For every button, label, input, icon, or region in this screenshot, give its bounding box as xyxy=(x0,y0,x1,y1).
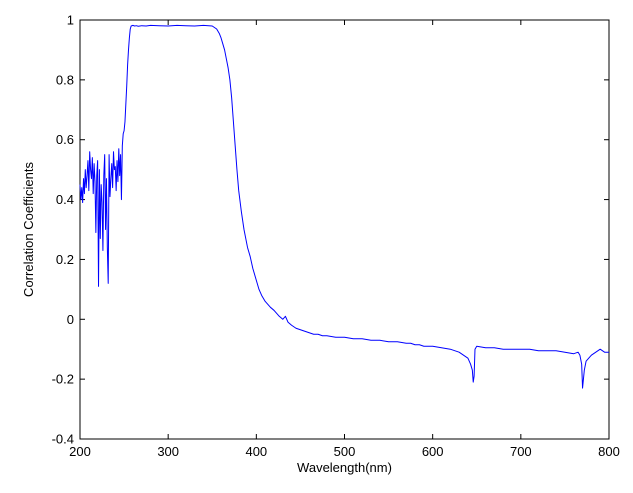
x-tick-label: 300 xyxy=(157,444,179,459)
y-tick-label: 0.2 xyxy=(56,252,74,267)
x-axis-ticks: 200 300 400 500 600 700 800 xyxy=(69,20,620,459)
y-axis-ticks: -0.4 -0.2 0 0.2 0.4 0.6 0.8 1 xyxy=(52,13,609,447)
plot-area xyxy=(79,19,610,440)
series-layer xyxy=(79,24,609,389)
y-axis-label: Correlation Coefficients xyxy=(21,162,36,297)
series-line-0 xyxy=(79,24,609,389)
y-tick-label: 0.8 xyxy=(56,72,74,87)
y-tick-label: 1 xyxy=(67,13,74,28)
x-tick-label: 200 xyxy=(69,444,91,459)
y-tick-label: -0.2 xyxy=(52,372,74,387)
x-axis-label: Wavelength(nm) xyxy=(297,460,392,475)
x-tick-label: 600 xyxy=(422,444,444,459)
y-tick-label: 0 xyxy=(67,312,74,327)
x-tick-label: 700 xyxy=(510,444,532,459)
x-tick-label: 400 xyxy=(245,444,267,459)
x-tick-label: 500 xyxy=(334,444,356,459)
x-tick-label: 800 xyxy=(598,444,620,459)
y-tick-label: -0.4 xyxy=(52,432,74,447)
y-tick-label: 0.6 xyxy=(56,132,74,147)
y-tick-label: 0.4 xyxy=(56,192,74,207)
